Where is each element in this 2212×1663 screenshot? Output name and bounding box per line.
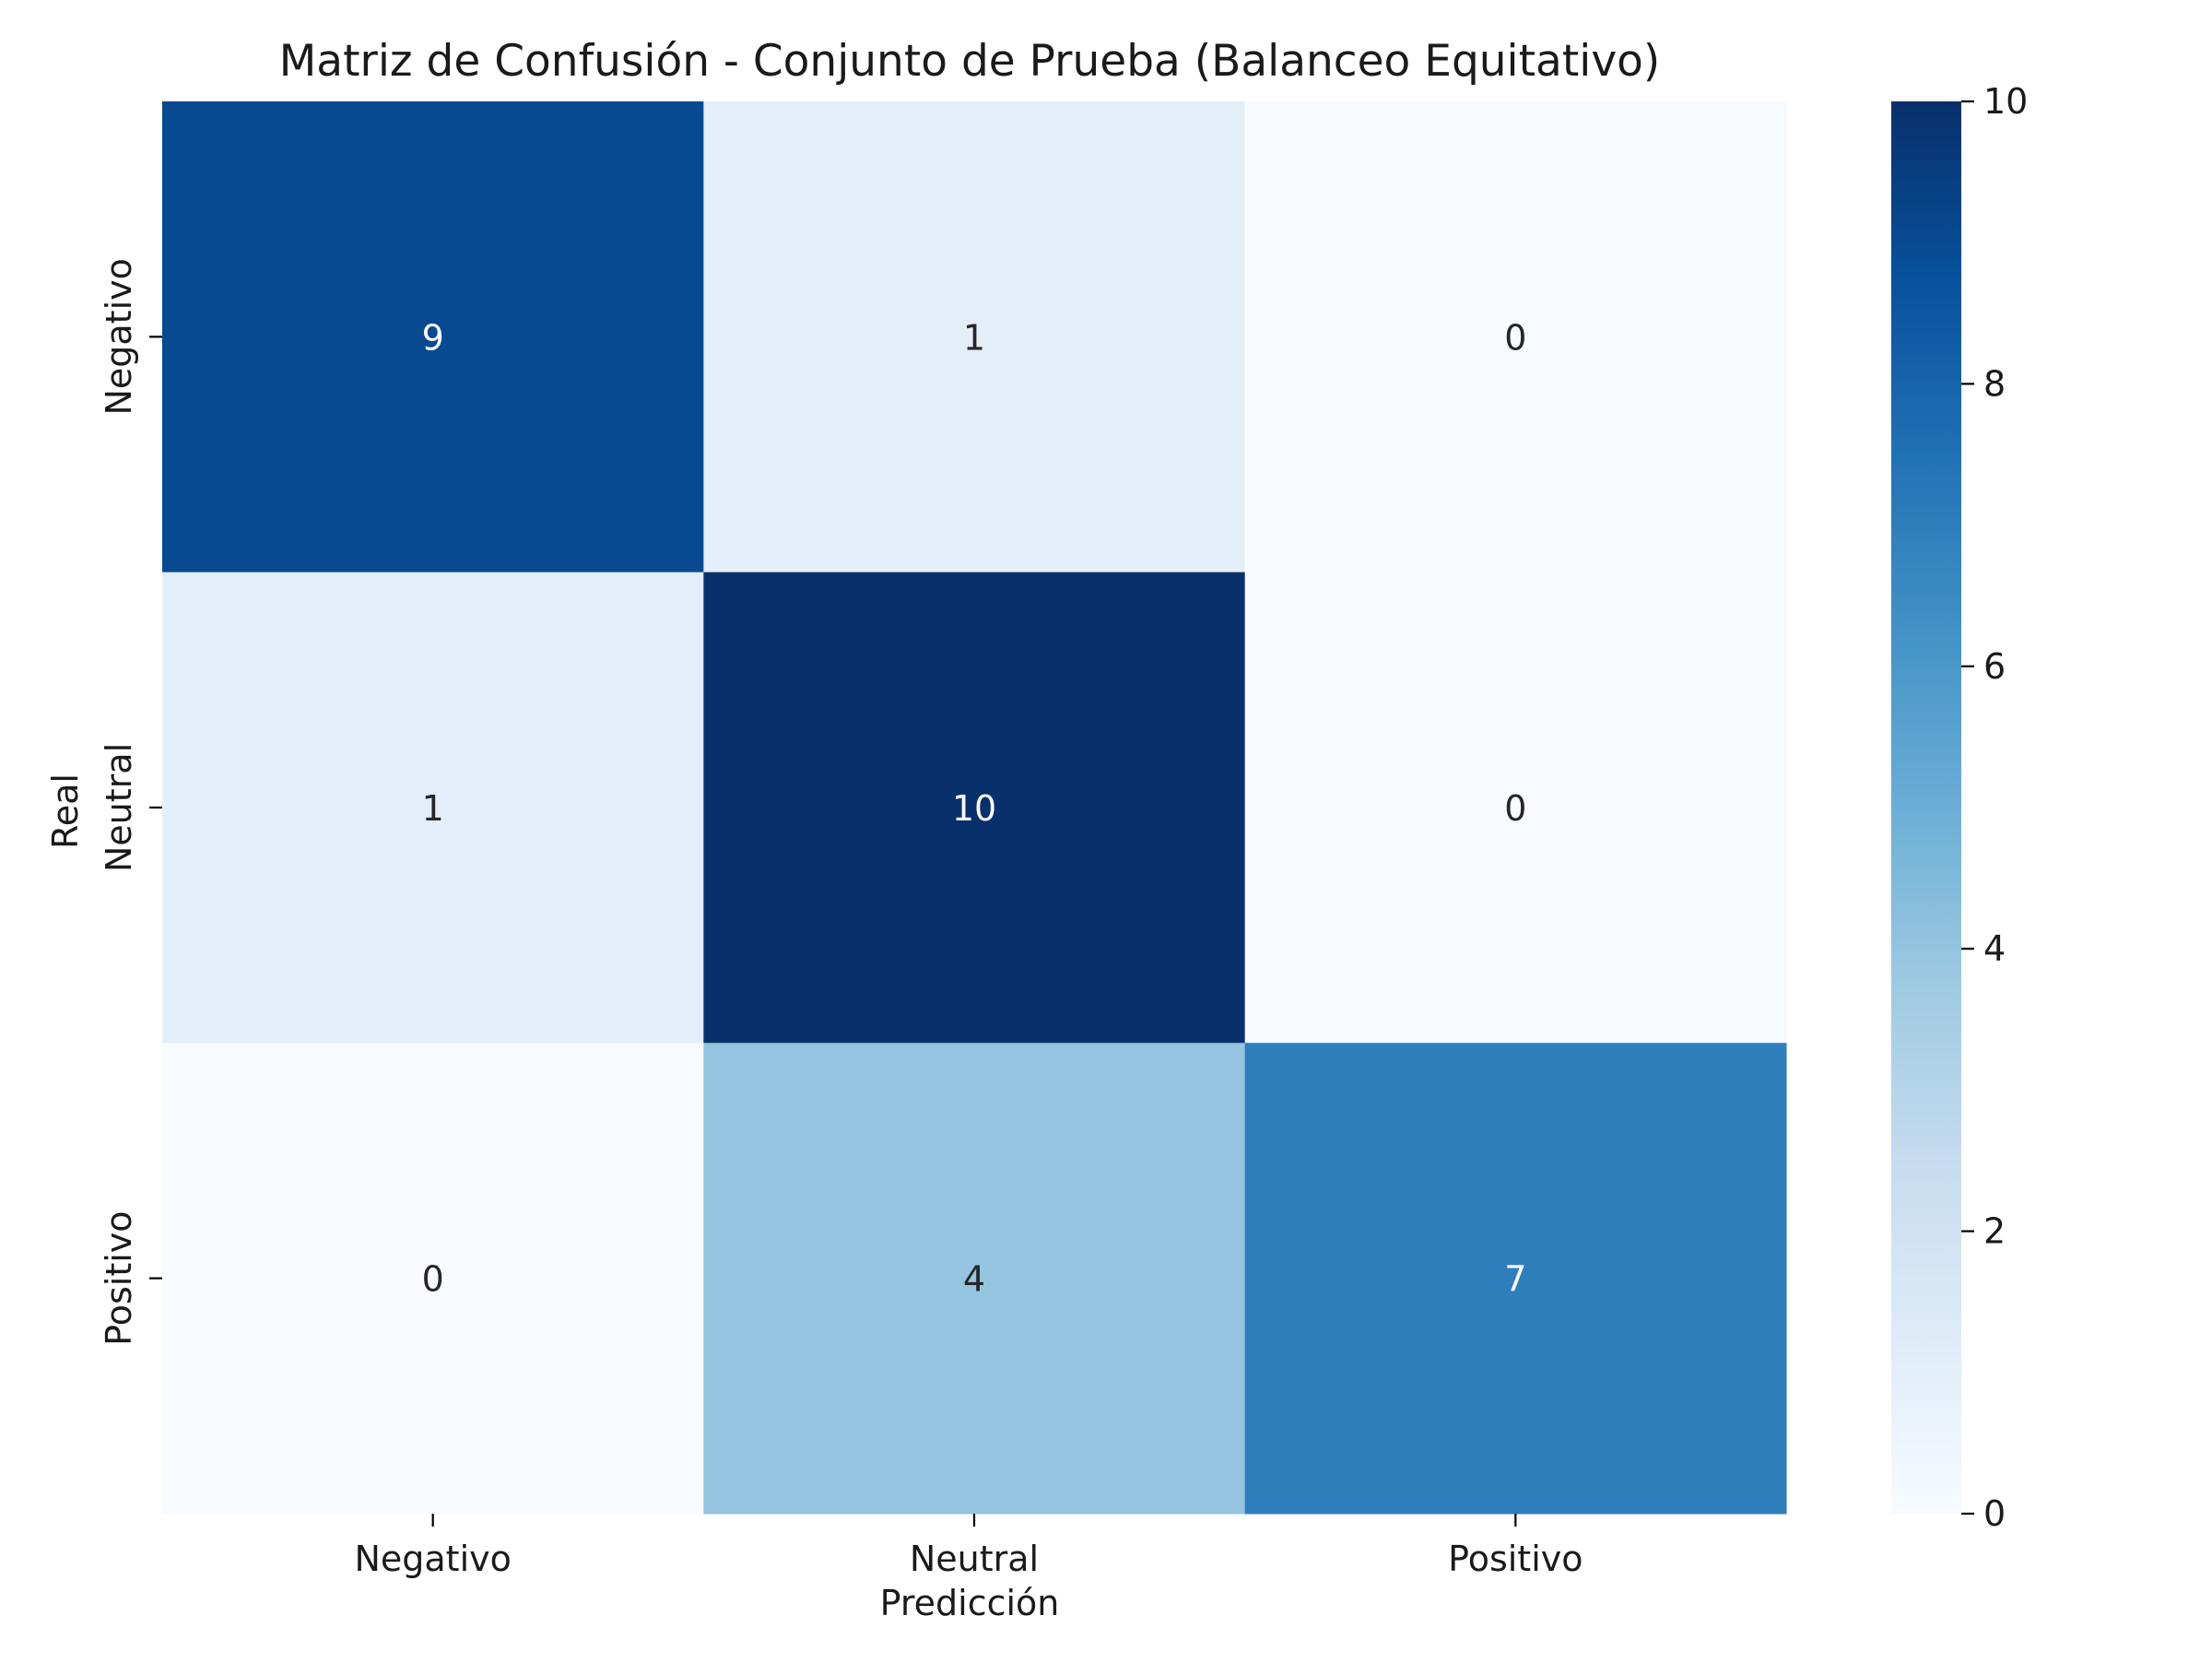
cell-value-r1-c1: 10	[952, 788, 996, 829]
y-tick-label-0: Negativo	[99, 258, 139, 415]
heatmap-cell-r2-c1	[703, 1043, 1246, 1515]
colorbar-tick-label-4: 8	[1983, 363, 2006, 404]
heatmap-cells	[162, 101, 1787, 1515]
cell-value-r2-c1: 4	[963, 1259, 985, 1300]
colorbar-tick-label-5: 10	[1983, 81, 2028, 122]
cell-value-r1-c0: 1	[422, 788, 444, 829]
y-tick-label-1: Neutral	[99, 743, 139, 872]
x-tick-label-2: Positivo	[1448, 1539, 1583, 1579]
cell-value-r2-c2: 7	[1504, 1259, 1526, 1300]
cell-value-r2-c0: 0	[422, 1259, 444, 1300]
y-axis: Negativo Neutral Positivo	[99, 258, 162, 1346]
colorbar-tick-label-2: 4	[1983, 928, 2006, 969]
heatmap-cell-r1-c0	[162, 572, 704, 1044]
heatmap-cell-r0-c0	[162, 101, 704, 573]
y-axis-label: Real	[45, 773, 86, 849]
cell-value-r0-c1: 1	[963, 317, 985, 358]
x-axis-label: Predicción	[880, 1583, 1060, 1623]
heatmap-cell-r1-c1	[703, 572, 1246, 1044]
cell-annotations: 9 1 01 10 00 4 7	[422, 317, 1527, 1299]
y-tick-label-2: Positivo	[99, 1210, 139, 1345]
heatmap-cell-r2-c2	[1244, 1043, 1787, 1515]
heatmap-cell-r1-c2	[1244, 572, 1787, 1044]
colorbar-tick-label-3: 6	[1983, 646, 2006, 687]
cell-value-r1-c2: 0	[1504, 788, 1526, 829]
heatmap-cell-r0-c1	[703, 101, 1246, 573]
colorbar-tick-label-0: 0	[1983, 1493, 2006, 1534]
colorbar-tick-label-1: 2	[1983, 1211, 2006, 1252]
colorbar-gradient	[1891, 101, 1961, 1514]
x-tick-label-1: Neutral	[910, 1539, 1039, 1579]
cell-value-r0-c2: 0	[1504, 317, 1526, 358]
heatmap-cell-r2-c0	[162, 1043, 704, 1515]
chart-title: Matriz de Confusión - Conjunto de Prueba…	[279, 36, 1661, 87]
x-axis: Negativo Neutral Positivo	[354, 1514, 1583, 1579]
heatmap-cell-r0-c2	[1244, 101, 1787, 573]
colorbar: 0 2 4 6 8 10	[1891, 81, 2028, 1534]
cell-value-r0-c0: 9	[422, 317, 444, 358]
x-tick-label-0: Negativo	[354, 1539, 511, 1579]
